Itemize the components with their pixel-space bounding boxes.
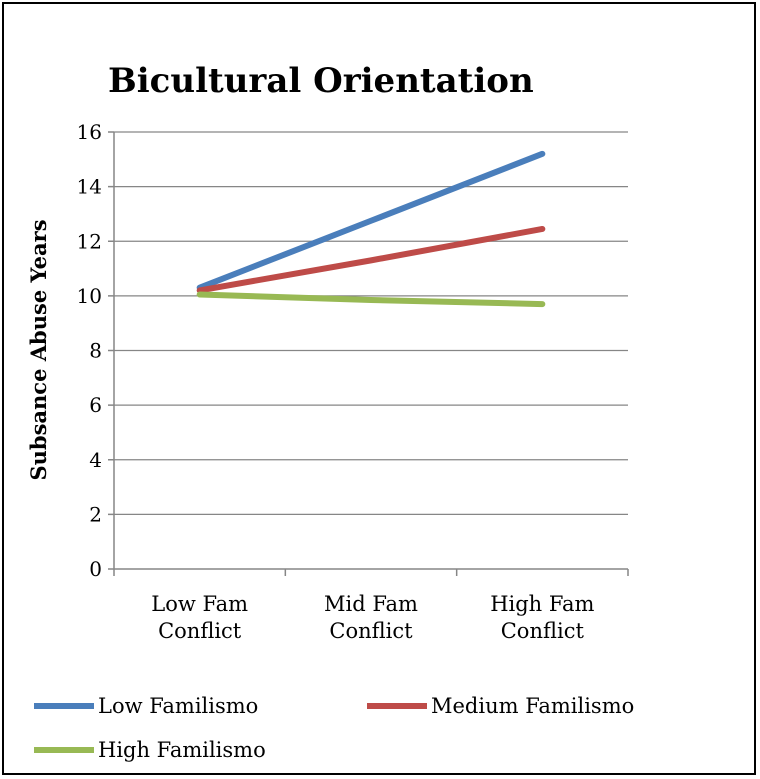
y-tick-label: 8 [89,339,102,363]
x-category-label: Mid Fam Conflict [324,592,418,643]
y-tick-label: 6 [89,393,102,417]
legend-label: Low Familismo [98,694,258,718]
y-tick-label: 10 [77,284,102,308]
y-tick-label: 14 [77,175,102,199]
gridlines [114,131,628,516]
x-category-labels: Low Fam Conflict Mid Fam Conflict High Fam Co… [151,592,594,643]
series-line-medium-familismo [196,225,546,294]
series-lines [196,150,546,308]
y-axis-label: Subsance Abuse Years [26,219,51,480]
x-category-label: Low Fam Conflict [151,592,248,643]
y-tick-label: 4 [89,448,102,472]
legend-label: High Familismo [98,738,266,762]
y-tick-label: 16 [77,120,102,144]
chart-title: Bicultural Orientation [108,61,534,101]
y-tick-label: 12 [77,229,102,253]
y-tick-labels: 0 2 4 6 8 10 12 14 16 [77,120,102,581]
x-category-label: High Fam Conflict [490,592,594,643]
series-line-low-familismo [196,150,546,291]
y-tick-label: 2 [89,502,102,526]
axes [108,131,629,576]
legend-label: Medium Familismo [431,694,634,718]
y-tick-label: 0 [89,557,102,581]
series-line-high-familismo [196,291,546,308]
legend: Low Familismo Medium Familismo High Famili… [34,694,634,762]
